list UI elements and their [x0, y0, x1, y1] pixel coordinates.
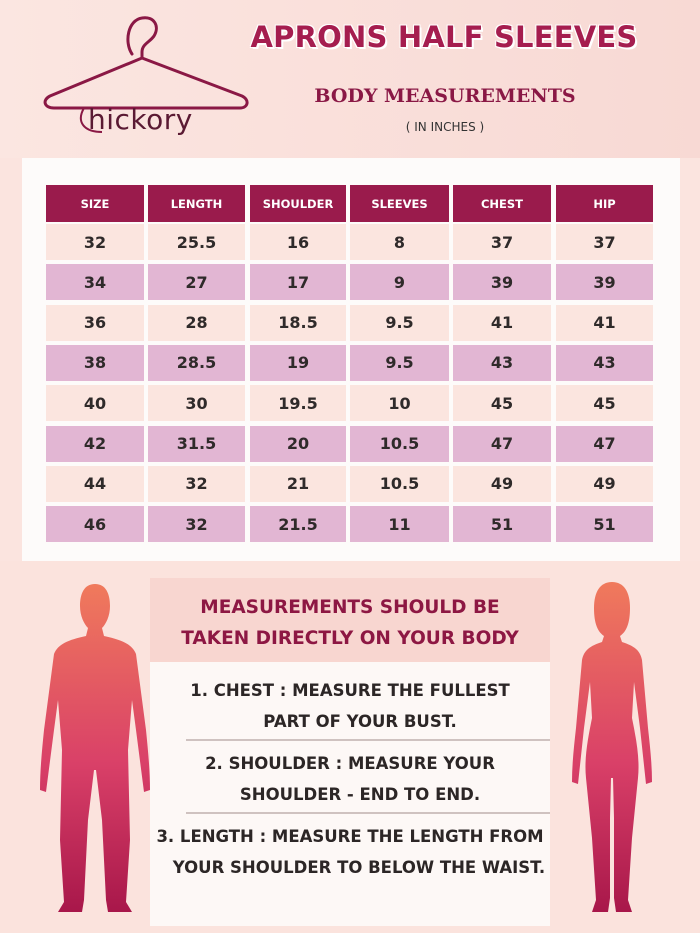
table-cell-hip: 37 [556, 224, 653, 260]
table-cell-shoulder: 21.5 [250, 506, 346, 543]
table-cell-size: 32 [46, 224, 144, 260]
instructions-title-line-2: TAKEN DIRECTLY ON YOUR BODY [181, 628, 519, 649]
table-cell-length: 32 [148, 506, 245, 543]
units-note: ( IN INCHES ) [405, 120, 485, 134]
instructions-header [150, 578, 550, 662]
table-cell-size: 34 [46, 264, 144, 301]
instructions-title: MEASUREMENTS SHOULD BE TAKEN DIRECTLY ON… [150, 592, 550, 654]
table-cell-length: 25.5 [148, 224, 245, 260]
table-cell-sleeves: 11 [350, 506, 449, 543]
instruction-shoulder-line-2: SHOULDER - END TO END. [239, 785, 481, 804]
column-header-length: LENGTH [148, 185, 245, 222]
table-cell-length: 28 [148, 304, 245, 341]
instruction-divider [186, 812, 550, 814]
table-cell-shoulder: 18.5 [250, 304, 346, 341]
table-cell-shoulder: 19.5 [250, 385, 346, 422]
table-cell-shoulder: 20 [250, 425, 346, 462]
table-cell-size: 36 [46, 304, 144, 341]
instructions-title-line-1: MEASUREMENTS SHOULD BE [200, 597, 500, 618]
table-cell-sleeves: 10.5 [350, 425, 449, 462]
instruction-length-line-2: YOUR SHOULDER TO BELOW THE WAIST. [172, 858, 546, 877]
table-cell-shoulder: 17 [250, 264, 346, 301]
table-cell-hip: 47 [556, 425, 653, 462]
table-cell-length: 31.5 [148, 425, 245, 462]
table-cell-sleeves: 8 [350, 224, 449, 260]
instruction-chest-line-1: 1. CHEST : MEASURE THE FULLEST [190, 681, 510, 700]
table-cell-hip: 43 [556, 344, 653, 381]
table-cell-shoulder: 16 [250, 224, 346, 260]
column-header-size: SIZE [46, 185, 144, 222]
instruction-shoulder: 2. SHOULDER : MEASURE YOUR SHOULDER - EN… [150, 748, 550, 810]
table-cell-hip: 39 [556, 264, 653, 301]
page-title: APRONS HALF SLEEVES [250, 20, 638, 54]
table-cell-length: 32 [148, 465, 245, 502]
hanger-icon [43, 16, 249, 133]
table-cell-chest: 51 [453, 506, 551, 543]
table-cell-sleeves: 9.5 [350, 304, 449, 341]
column-header-shoulder: SHOULDER [250, 185, 346, 222]
instruction-length-line-1: 3. LENGTH : MEASURE THE LENGTH FROM [156, 827, 544, 846]
table-cell-sleeves: 10 [350, 385, 449, 422]
table-cell-size: 40 [46, 385, 144, 422]
table-cell-hip: 51 [556, 506, 653, 543]
table-cell-chest: 39 [453, 264, 551, 301]
table-cell-sleeves: 9.5 [350, 344, 449, 381]
instruction-chest-line-2: PART OF YOUR BUST. [263, 712, 457, 731]
table-cell-chest: 47 [453, 425, 551, 462]
table-cell-size: 38 [46, 344, 144, 381]
table-cell-length: 27 [148, 264, 245, 301]
header: hickory APRONS HALF SLEEVES BODY MEASURE… [0, 0, 700, 158]
instruction-divider [186, 739, 550, 741]
table-cell-chest: 45 [453, 385, 551, 422]
table-cell-size: 46 [46, 506, 144, 543]
table-cell-hip: 45 [556, 385, 653, 422]
table-cell-chest: 41 [453, 304, 551, 341]
page-subtitle: BODY MEASUREMENTS [314, 85, 576, 107]
column-header-sleeves: SLEEVES [350, 185, 449, 222]
table-cell-chest: 43 [453, 344, 551, 381]
table-cell-size: 42 [46, 425, 144, 462]
table-cell-length: 30 [148, 385, 245, 422]
table-cell-shoulder: 21 [250, 465, 346, 502]
table-cell-chest: 49 [453, 465, 551, 502]
table-cell-sleeves: 9 [350, 264, 449, 301]
table-cell-length: 28.5 [148, 344, 245, 381]
male-silhouette-icon [40, 584, 150, 912]
female-silhouette-icon [572, 582, 652, 912]
column-header-hip: HIP [556, 185, 653, 222]
table-cell-hip: 41 [556, 304, 653, 341]
table-cell-shoulder: 19 [250, 344, 346, 381]
column-header-chest: CHEST [453, 185, 551, 222]
table-cell-hip: 49 [556, 465, 653, 502]
table-cell-sleeves: 10.5 [350, 465, 449, 502]
instruction-shoulder-line-1: 2. SHOULDER : MEASURE YOUR [205, 754, 495, 773]
brand-logo-text: hickory [88, 103, 193, 136]
table-cell-chest: 37 [453, 224, 551, 260]
instruction-length: 3. LENGTH : MEASURE THE LENGTH FROM YOUR… [150, 821, 550, 883]
table-cell-size: 44 [46, 465, 144, 502]
instruction-chest: 1. CHEST : MEASURE THE FULLEST PART OF Y… [150, 675, 550, 737]
